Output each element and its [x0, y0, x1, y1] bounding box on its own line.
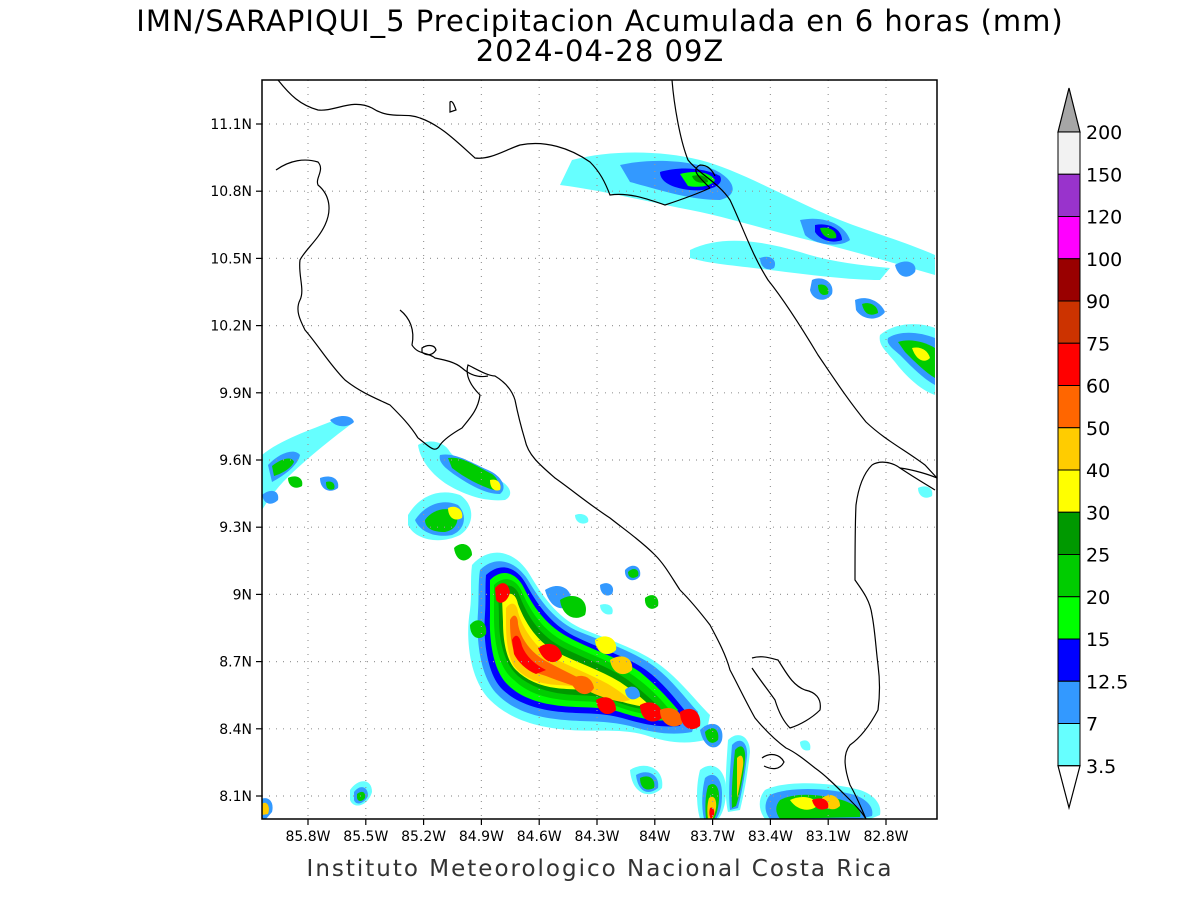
lat-tick-label: 10.8N [210, 184, 252, 200]
colorbar-label: 3.5 [1086, 756, 1116, 778]
colorbar-segment [1057, 385, 1081, 429]
panama-border [844, 461, 936, 819]
colorbar-segment [1057, 596, 1081, 640]
lon-tick-label: 84.6W [517, 829, 562, 845]
colorbar-label: 90 [1086, 291, 1110, 313]
colorbar-label: 15 [1086, 629, 1110, 651]
colorbar-label: 25 [1086, 545, 1110, 567]
colorbar-label: 150 [1086, 164, 1122, 186]
precip-cluster-south-pacific [468, 552, 710, 743]
precip-cluster-central-pacific [262, 416, 659, 615]
colorbar-segment [1057, 469, 1081, 513]
lon-tick-label: 84W [639, 829, 671, 845]
nicoya-gulf [417, 364, 681, 591]
colorbar-segment [1057, 680, 1081, 724]
caribbean-coast [671, 80, 937, 479]
colorbar-label: 100 [1086, 249, 1122, 271]
colorbar-segment [1057, 638, 1081, 682]
longitude-axis: 85.8W 85.5W 85.2W 84.9W 84.6W 84.3W 84W 83.7W 83… [285, 819, 909, 845]
colorbar-label: 20 [1086, 587, 1110, 609]
colorbar-legend: 200 150 120 100 90 75 60 50 40 30 25 20 15 12.5 7 3.5 [1057, 87, 1128, 811]
san-juan-river-border [695, 164, 716, 189]
caribbean-nicaragua-coast [277, 80, 711, 206]
lat-tick-label: 9.9N [219, 386, 252, 402]
colorbar-segment [1057, 723, 1081, 767]
lat-tick-label: 9.6N [219, 453, 252, 469]
lat-tick-label: 11.1N [210, 117, 252, 133]
lat-tick-label: 8.7N [219, 655, 252, 671]
lat-tick-label: 8.1N [219, 789, 252, 805]
map-gridlines [262, 80, 937, 819]
lat-tick-label: 10.5N [210, 251, 252, 267]
lon-tick-label: 82.8W [863, 829, 908, 845]
colorbar-under-arrow [1057, 765, 1081, 811]
lon-tick-label: 85.8W [285, 829, 330, 845]
colorbar-segment [1057, 511, 1081, 555]
lon-tick-label: 83.1W [806, 829, 851, 845]
map-frame [261, 79, 938, 820]
islet [449, 100, 457, 113]
precip-cluster-southern [262, 723, 881, 819]
colorbar-segment [1057, 216, 1081, 260]
colorbar-label: 60 [1086, 376, 1110, 398]
lon-tick-label: 85.5W [343, 829, 388, 845]
colorbar-label: 120 [1086, 207, 1122, 229]
lon-tick-label: 84.9W [459, 829, 504, 845]
osa-peninsula [751, 656, 821, 729]
colorbar-label: 30 [1086, 502, 1110, 524]
credit-text: Instituto Meteorologico Nacional Costa R… [306, 856, 894, 882]
colorbar-label: 7 [1086, 714, 1098, 736]
map-title: IMN/SARAPIQUI_5 Precipitacion Acumulada … [136, 4, 1064, 38]
nicoya-peninsula-inner [399, 309, 489, 378]
colorbar-label: 12.5 [1086, 671, 1128, 693]
colorbar-label: 75 [1086, 333, 1110, 355]
lon-tick-label: 85.2W [401, 829, 446, 845]
lat-tick-label: 9N [233, 587, 252, 603]
lake-arenal [421, 344, 437, 356]
precipitation-field [262, 152, 935, 819]
lat-tick-label: 8.4N [219, 722, 252, 738]
lat-tick-label: 10.2N [210, 319, 252, 335]
map-valid-time: 2024-04-28 09Z [475, 34, 725, 68]
colorbar-segment [1057, 342, 1081, 386]
colorbar-segment [1057, 258, 1081, 302]
colorbar-segment [1057, 173, 1081, 217]
colorbar-segment [1057, 554, 1081, 598]
precip-cluster-north [560, 152, 935, 498]
lon-tick-label: 84.3W [574, 829, 619, 845]
colorbar-segment [1057, 131, 1081, 175]
colorbar-label: 50 [1086, 418, 1110, 440]
coastlines-borders [275, 80, 937, 819]
lat-tick-label: 9.3N [219, 520, 252, 536]
colorbar-segment [1057, 300, 1081, 344]
pacific-coast-south [679, 589, 867, 819]
lon-tick-label: 83.7W [690, 829, 735, 845]
latitude-axis: 11.1N 10.8N 10.5N 10.2N 9.9N 9.6N 9.3N 9N 8.7N 8.… [210, 117, 262, 805]
golfito-bay [761, 753, 785, 770]
caribbean-panama-coast [899, 467, 937, 479]
pacific-coast-north [275, 159, 419, 439]
colorbar-segment [1057, 427, 1081, 471]
lon-tick-label: 83.4W [748, 829, 793, 845]
colorbar-label: 200 [1086, 122, 1122, 144]
colorbar-over-arrow [1057, 87, 1081, 133]
colorbar-label: 40 [1086, 460, 1110, 482]
